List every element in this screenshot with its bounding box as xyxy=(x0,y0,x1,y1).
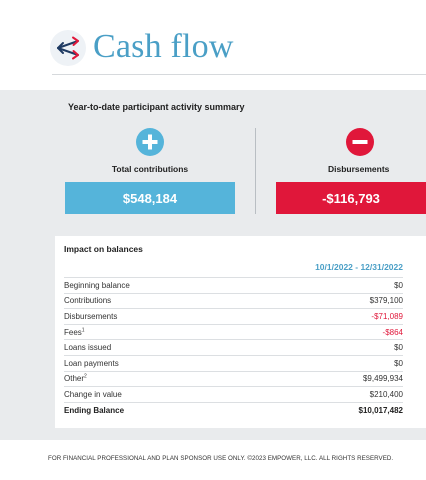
row-value: -$864 xyxy=(382,327,403,337)
row-label: Disbursements xyxy=(64,312,117,321)
row-label-text: Ending Balance xyxy=(64,405,125,415)
summary-title: Year-to-date participant activity summar… xyxy=(68,102,245,112)
disbursements-value: -$116,793 xyxy=(276,182,426,214)
row-label-text: Other xyxy=(64,374,85,384)
table-title: Impact on balances xyxy=(64,244,143,254)
row-label: Change in value xyxy=(64,390,122,399)
row-label-text: Loan payments xyxy=(64,358,119,368)
row-value: $9,499,934 xyxy=(362,374,403,384)
table-row: Beginning balance $0 xyxy=(64,277,403,293)
disbursements-label: Disbursements xyxy=(328,164,390,174)
row-label: Contributions xyxy=(64,296,111,305)
footer-disclaimer: FOR FINANCIAL PROFESSIONAL AND PLAN SPON… xyxy=(48,455,394,462)
table-row: Disbursements -$71,089 xyxy=(64,308,403,324)
row-value: $379,100 xyxy=(369,296,403,306)
footnote-marker: 1 xyxy=(81,326,85,333)
table-row: Change in value $210,400 xyxy=(64,386,403,402)
row-value: $0 xyxy=(394,343,403,353)
row-label: Loans issued xyxy=(64,343,111,352)
header-divider xyxy=(52,74,426,75)
table-rows: Beginning balance $0 Contributions $379,100… xyxy=(64,277,403,417)
total-contributions-label: Total contributions xyxy=(111,164,189,174)
row-label-text: Disbursements xyxy=(64,311,118,321)
table-row: Loan payments $0 xyxy=(64,354,403,371)
minus-circle-icon xyxy=(346,128,374,156)
metric-divider xyxy=(255,128,256,214)
row-value: -$71,089 xyxy=(371,311,403,321)
total-contributions-metric: Total contributions $548,184 xyxy=(65,128,235,214)
row-label-text: Change in value xyxy=(64,389,122,399)
row-label-text: Beginning balance xyxy=(64,280,130,290)
row-label: Ending Balance xyxy=(64,406,124,415)
disbursements-metric: Disbursements -$116,793 xyxy=(276,128,426,214)
table-row: Loans issued $0 xyxy=(64,339,403,355)
cash-flow-arrows-icon xyxy=(50,30,86,66)
page-title: Cash flow xyxy=(93,28,234,65)
row-value: $210,400 xyxy=(369,389,403,399)
impact-on-balances-table: Impact on balances 10/1/2022 - 12/31/202… xyxy=(55,236,426,428)
plus-circle-icon xyxy=(136,128,164,156)
table-row: Ending Balance $10,017,482 xyxy=(64,401,404,418)
row-label: Fees1 xyxy=(64,326,85,337)
table-row: Fees1 -$864 xyxy=(64,323,403,340)
row-label: Other2 xyxy=(64,374,87,383)
row-label-text: Contributions xyxy=(64,296,112,306)
row-value: $10,017,482 xyxy=(358,405,404,415)
footnote-marker: 2 xyxy=(84,373,87,380)
page-header: Cash flow xyxy=(0,0,426,90)
table-period-header: 10/1/2022 - 12/31/2022 xyxy=(315,262,403,272)
total-contributions-value: $548,184 xyxy=(65,182,235,214)
row-label: Loan payments xyxy=(64,359,119,368)
row-label-text: Loans issued xyxy=(64,343,112,353)
row-value: $0 xyxy=(394,280,403,290)
table-row: Contributions $379,100 xyxy=(64,292,403,309)
row-label: Beginning balance xyxy=(64,281,130,290)
row-label-text: Fees xyxy=(64,327,82,337)
table-row: Other2 $9,499,934 xyxy=(64,370,403,387)
row-value: $0 xyxy=(394,358,403,368)
